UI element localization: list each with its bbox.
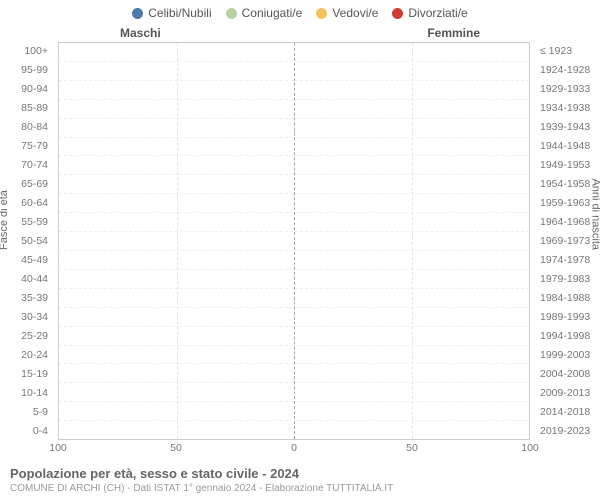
birth-year-label: 1979-1983 [534, 269, 600, 288]
chart-title: Popolazione per età, sesso e stato civil… [10, 466, 590, 481]
age-label: 35-39 [0, 288, 54, 307]
age-label: 0-4 [0, 421, 54, 440]
population-pyramid-chart: Celibi/Nubili Coniugati/e Vedovi/e Divorzia… [0, 0, 600, 500]
age-label: 55-59 [0, 213, 54, 232]
legend-item-celibi: Celibi/Nubili [132, 6, 211, 20]
legend-label: Vedovi/e [332, 6, 378, 20]
legend-label: Divorziati/e [408, 6, 467, 20]
chart-footer: Popolazione per età, sesso e stato civil… [10, 466, 590, 494]
legend-label: Celibi/Nubili [148, 6, 211, 20]
age-label: 25-29 [0, 326, 54, 345]
legend: Celibi/Nubili Coniugati/e Vedovi/e Divorzia… [0, 0, 600, 22]
age-labels: 100+95-9990-9485-8980-8475-7970-7465-696… [0, 42, 54, 440]
legend-label: Coniugati/e [242, 6, 303, 20]
pyramid-row [59, 61, 529, 80]
birth-year-label: 1984-1988 [534, 288, 600, 307]
birth-year-label: 1994-1998 [534, 326, 600, 345]
age-label: 70-74 [0, 156, 54, 175]
birth-year-labels: ≤ 19231924-19281929-19331934-19381939-19… [534, 42, 600, 440]
age-label: 90-94 [0, 80, 54, 99]
gridline [412, 43, 413, 439]
pyramid-row [59, 137, 529, 156]
pyramid-row [59, 193, 529, 212]
pyramid-row [59, 99, 529, 118]
x-tick: 100 [49, 442, 67, 454]
birth-year-label: 1964-1968 [534, 213, 600, 232]
pyramid-row [59, 250, 529, 269]
birth-year-label: 1959-1963 [534, 194, 600, 213]
x-axis-ticks: 10050050100 [58, 442, 530, 456]
pyramid-row [59, 401, 529, 420]
pyramid-row [59, 118, 529, 137]
legend-item-vedovi: Vedovi/e [316, 6, 378, 20]
chart-subtitle: COMUNE DI ARCHI (CH) - Dati ISTAT 1° gen… [10, 483, 590, 494]
x-tick: 50 [170, 442, 182, 454]
pyramid-row [59, 269, 529, 288]
pyramid-row [59, 212, 529, 231]
age-label: 40-44 [0, 269, 54, 288]
female-title: Femmine [427, 26, 480, 40]
age-label: 30-34 [0, 307, 54, 326]
birth-year-label: 1954-1958 [534, 175, 600, 194]
legend-item-divorziati: Divorziati/e [392, 6, 467, 20]
pyramid-row [59, 345, 529, 364]
birth-year-label: 1924-1928 [534, 61, 600, 80]
pyramid-rows [59, 43, 529, 439]
birth-year-label: 1949-1953 [534, 156, 600, 175]
age-label: 20-24 [0, 345, 54, 364]
pyramid-row [59, 43, 529, 61]
coniugati-swatch [226, 8, 237, 19]
birth-year-label: 1939-1943 [534, 118, 600, 137]
pyramid-row [59, 155, 529, 174]
birth-year-label: 1999-2003 [534, 345, 600, 364]
gridline [177, 43, 178, 439]
birth-year-label: 1944-1948 [534, 137, 600, 156]
birth-year-label: 1989-1993 [534, 307, 600, 326]
birth-year-label: 1929-1933 [534, 80, 600, 99]
pyramid-row [59, 80, 529, 99]
age-label: 60-64 [0, 194, 54, 213]
vedovi-swatch [316, 8, 327, 19]
celibi-swatch [132, 8, 143, 19]
age-label: 15-19 [0, 364, 54, 383]
pyramid-row [59, 174, 529, 193]
male-title: Maschi [120, 26, 161, 40]
pyramid-row [59, 231, 529, 250]
age-label: 80-84 [0, 118, 54, 137]
birth-year-label: 1934-1938 [534, 99, 600, 118]
birth-year-label: 2009-2013 [534, 383, 600, 402]
x-tick: 50 [406, 442, 418, 454]
birth-year-label: 2019-2023 [534, 421, 600, 440]
age-label: 85-89 [0, 99, 54, 118]
age-label: 50-54 [0, 232, 54, 251]
birth-year-label: 1974-1978 [534, 250, 600, 269]
legend-item-coniugati: Coniugati/e [226, 6, 303, 20]
age-label: 75-79 [0, 137, 54, 156]
x-tick: 0 [291, 442, 297, 454]
side-titles: Maschi Femmine [0, 26, 600, 40]
x-tick: 100 [521, 442, 539, 454]
birth-year-label: ≤ 1923 [534, 42, 600, 61]
divorziati-swatch [392, 8, 403, 19]
age-label: 45-49 [0, 250, 54, 269]
pyramid-row [59, 382, 529, 401]
pyramid-row [59, 288, 529, 307]
pyramid-row [59, 420, 529, 439]
birth-year-label: 1969-1973 [534, 232, 600, 251]
pyramid-row [59, 326, 529, 345]
age-label: 95-99 [0, 61, 54, 80]
age-label: 65-69 [0, 175, 54, 194]
age-label: 10-14 [0, 383, 54, 402]
plot-area [58, 42, 530, 440]
birth-year-label: 2004-2008 [534, 364, 600, 383]
birth-year-label: 2014-2018 [534, 402, 600, 421]
age-label: 100+ [0, 42, 54, 61]
age-label: 5-9 [0, 402, 54, 421]
pyramid-row [59, 363, 529, 382]
pyramid-row [59, 307, 529, 326]
